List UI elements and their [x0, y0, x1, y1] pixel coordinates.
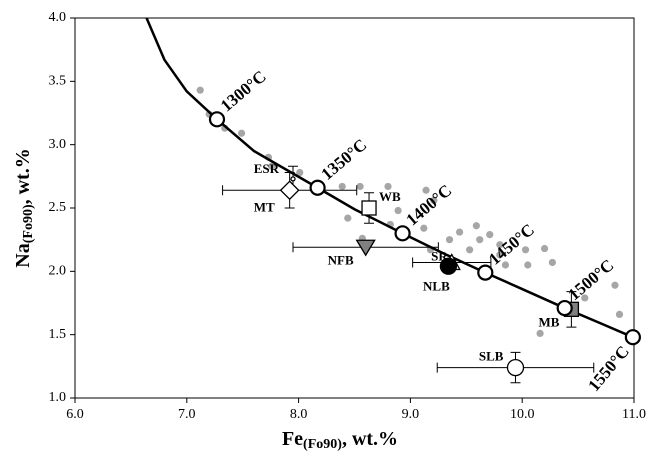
olivine-point [268, 162, 276, 170]
isotherm-label: 1350°C [317, 135, 370, 184]
x-label-unit: , wt.% [342, 428, 398, 450]
isotherm-point [556, 299, 573, 317]
olivine-point [338, 182, 346, 191]
isotherm-label: 1450°C [485, 220, 538, 269]
olivine-point [548, 258, 556, 267]
olivine-point [521, 246, 530, 254]
sample-marker [439, 257, 458, 275]
olivine-point [540, 244, 549, 253]
olivine-point [524, 261, 532, 269]
y-label-sub: (Fo90) [21, 204, 36, 243]
x-tick-label: 11.0 [622, 407, 646, 422]
sample-marker [279, 180, 300, 201]
y-tick-label: 1.5 [49, 327, 67, 342]
model-curve [145, 17, 634, 339]
olivine-point [476, 236, 484, 244]
isotherm-label: 1300°C [217, 67, 270, 116]
x-tick-label: 10.0 [510, 407, 535, 422]
x-tick-label: 7.0 [178, 407, 196, 422]
sample-label: MB [538, 314, 559, 329]
isotherm-point [624, 329, 641, 346]
isotherm-label: 1500°C [565, 255, 618, 304]
y-tick-label: 2.5 [49, 200, 67, 215]
sample-marker [506, 358, 525, 377]
olivine-point [430, 196, 438, 204]
x-label-sub: (Fo90) [303, 437, 342, 452]
olivine-point [237, 129, 246, 137]
olivine-point [611, 281, 619, 289]
sample-label: NFB [328, 252, 354, 267]
x-axis-label: Fe(Fo90), wt.% [282, 428, 398, 453]
x-tick-label: 8.0 [290, 407, 308, 422]
y-label-main: Na [12, 243, 34, 267]
olivine-point [466, 246, 474, 254]
sample-label: WB [379, 189, 401, 204]
olivine-point [496, 241, 504, 249]
olivine-point [296, 168, 304, 177]
olivine-point [445, 236, 454, 244]
olivine-point [344, 214, 352, 222]
olivine-point [486, 231, 494, 239]
olivine-point [536, 329, 544, 337]
x-tick-label: 6.0 [66, 407, 84, 422]
y-label-unit: , wt.% [12, 148, 34, 204]
x-tick-label: 9.0 [402, 407, 420, 422]
olivine-point [196, 86, 204, 94]
olivine-point [581, 294, 589, 302]
olivine-point [615, 310, 624, 318]
isotherm-label: 1400°C [402, 181, 455, 230]
y-tick-label: 4.0 [49, 10, 67, 25]
y-tick-label: 2.0 [49, 264, 67, 279]
sample-label: ESR [254, 161, 280, 176]
isotherm-label: 1550°C [584, 342, 633, 395]
x-label-main: Fe [282, 428, 303, 450]
sample-marker [361, 200, 377, 216]
isotherm-point [477, 264, 494, 281]
y-axis-label: Na(Fo90), wt.% [12, 148, 37, 267]
olivine-point [455, 228, 464, 236]
sample-label: SLB [479, 349, 504, 364]
olivine-point [420, 224, 428, 232]
sample-marker [290, 176, 296, 182]
sample-marker [355, 239, 376, 257]
olivine-point [384, 182, 392, 191]
olivine-point [496, 251, 504, 259]
olivine-point [394, 206, 402, 215]
y-tick-label: 3.0 [49, 137, 67, 152]
isotherm-point [394, 225, 411, 242]
olivine-point [356, 182, 364, 191]
y-tick-label: 1.0 [49, 390, 67, 405]
sample-label: NLB [423, 278, 450, 293]
isotherm-point [309, 179, 326, 196]
isotherm-point [208, 111, 226, 128]
olivine-point [501, 261, 510, 269]
olivine-point [472, 222, 480, 230]
sample-label: MT [254, 199, 275, 214]
y-tick-label: 3.5 [49, 74, 67, 89]
olivine-point [422, 186, 430, 194]
